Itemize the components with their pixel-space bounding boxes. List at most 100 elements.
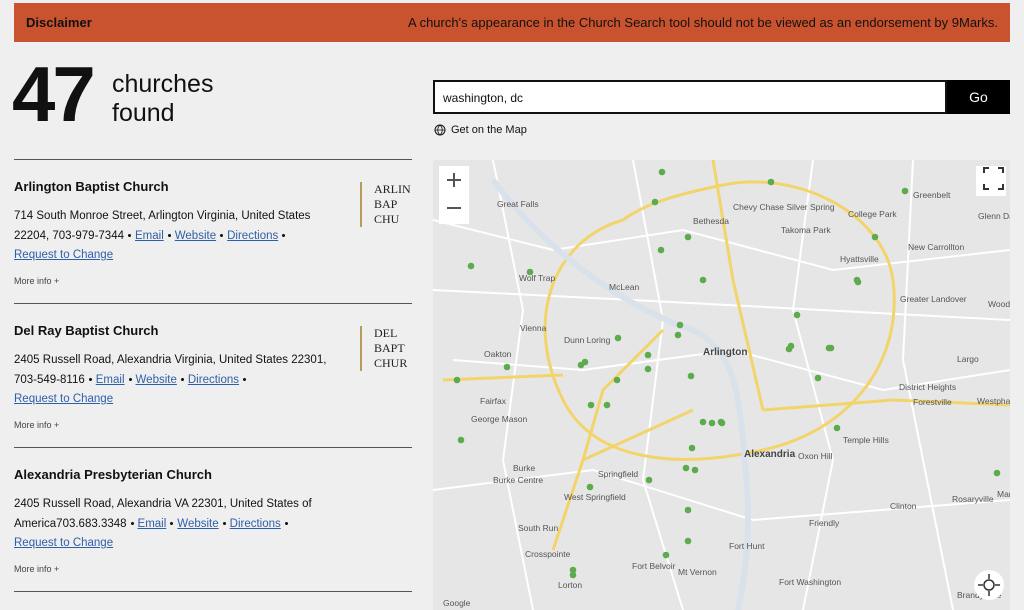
church-link[interactable]: Website: [174, 230, 217, 242]
result-count: 47: [12, 50, 96, 138]
church-marker[interactable]: [657, 246, 665, 254]
church-marker[interactable]: [526, 268, 534, 276]
disclaimer-message: A church's appearance in the Church Sear…: [408, 15, 998, 30]
separator: [88, 378, 92, 382]
more-info[interactable]: More info +: [14, 276, 60, 286]
fullscreen-button[interactable]: [976, 166, 1006, 196]
church-marker[interactable]: [614, 334, 622, 342]
church-marker[interactable]: [651, 198, 659, 206]
church-marker[interactable]: [644, 365, 652, 373]
church-marker[interactable]: [787, 342, 795, 350]
church-marker[interactable]: [833, 424, 841, 432]
church-marker[interactable]: [853, 276, 861, 284]
church-item: Alexandria Presbyterian Church 2405 Russe…: [14, 447, 412, 591]
church-marker[interactable]: [453, 376, 461, 384]
map-link[interactable]: Get on the Map: [434, 124, 527, 136]
separator: [282, 234, 286, 238]
church-link[interactable]: Directions: [227, 230, 279, 242]
church-marker[interactable]: [581, 358, 589, 366]
church-marker[interactable]: [569, 566, 577, 574]
church-marker[interactable]: [684, 506, 692, 514]
church-name: Arlington Baptist Church: [14, 179, 169, 194]
map-label: Forestville: [913, 397, 952, 407]
locate-button[interactable]: [974, 570, 1004, 600]
church-marker[interactable]: [569, 571, 577, 579]
map-label: Friendly: [809, 518, 840, 528]
church-marker[interactable]: [644, 351, 652, 359]
church-address: 2405 Russell Road, Alexandria Virginia, …: [14, 350, 412, 390]
map-label: Chevy Chase Silver Spring: [733, 202, 835, 212]
church-link[interactable]: Email: [95, 374, 125, 386]
map[interactable]: Great Falls Bethesda Chevy Chase Silver Sp…: [433, 160, 1010, 610]
church-link[interactable]: Email: [135, 230, 164, 242]
church-marker[interactable]: [682, 464, 690, 472]
logo-text: DEL: [374, 326, 398, 340]
church-address: 714 South Monroe Street, Arlington Virgi…: [14, 206, 412, 246]
church-link[interactable]: Email: [137, 518, 167, 530]
map-label: Vienna: [520, 323, 547, 333]
more-info[interactable]: More info +: [14, 420, 60, 430]
church-marker[interactable]: [993, 469, 1001, 477]
church-item: Del Ray Baptist Church 2405 Russell Road,…: [14, 303, 412, 447]
church-link[interactable]: Website: [135, 374, 177, 386]
address-text: America703.683.3348: [14, 518, 127, 530]
map-label: Fort Hunt: [729, 541, 765, 551]
church-marker[interactable]: [658, 168, 666, 176]
map-label: Westphalia: [977, 396, 1010, 406]
church-marker[interactable]: [645, 476, 653, 484]
map-label: Fairfax: [480, 396, 507, 406]
map-label: Great Falls: [497, 199, 539, 209]
church-marker[interactable]: [603, 401, 611, 409]
disclaimer-banner: Disclaimer A church's appearance in the …: [14, 3, 1010, 42]
church-marker[interactable]: [699, 276, 707, 284]
church-link[interactable]: Website: [177, 518, 219, 530]
map-label: Oakton: [484, 349, 512, 359]
address-line: 2405 Russell Road, Alexandria VA 22301, …: [14, 498, 312, 510]
separator: [130, 522, 134, 526]
church-marker[interactable]: [676, 321, 684, 329]
map-label: Alexandria: [744, 449, 796, 460]
church-marker[interactable]: [674, 331, 682, 339]
church-marker[interactable]: [586, 483, 594, 491]
map-label: Bethesda: [693, 216, 729, 226]
zoom-control[interactable]: [439, 166, 469, 224]
map-label: Greater Landover: [900, 294, 967, 304]
church-marker[interactable]: [662, 551, 670, 559]
request-change[interactable]: Request to Change: [14, 249, 114, 261]
request-change[interactable]: Request to Change: [14, 537, 114, 549]
church-marker[interactable]: [587, 401, 595, 409]
church-marker[interactable]: [901, 187, 909, 195]
church-marker[interactable]: [708, 419, 716, 427]
address-text: 703-549-8116: [14, 374, 85, 386]
request-change[interactable]: Request to Change: [14, 393, 114, 405]
church-link[interactable]: Directions: [187, 374, 240, 386]
church-marker[interactable]: [691, 466, 699, 474]
separator: [284, 522, 288, 526]
church-marker[interactable]: [718, 419, 726, 427]
church-marker[interactable]: [767, 178, 775, 186]
church-marker[interactable]: [688, 444, 696, 452]
search-input[interactable]: washington, dc: [433, 80, 947, 114]
more-info[interactable]: More info +: [14, 564, 60, 574]
go-button[interactable]: Go: [947, 80, 1010, 114]
church-marker[interactable]: [684, 233, 692, 241]
church-marker[interactable]: [814, 374, 822, 382]
map-label: Rosaryville: [952, 494, 994, 504]
map-label: McLean: [609, 282, 640, 292]
result-label: churches found: [112, 70, 213, 128]
church-marker[interactable]: [613, 376, 621, 384]
map-label: District Heights: [899, 382, 956, 392]
logo-text: CHU: [374, 212, 400, 226]
church-marker[interactable]: [871, 233, 879, 241]
church-marker[interactable]: [684, 537, 692, 545]
church-link[interactable]: Directions: [229, 518, 281, 530]
church-marker[interactable]: [687, 372, 695, 380]
church-marker[interactable]: [793, 311, 801, 319]
church-marker[interactable]: [825, 344, 833, 352]
church-marker[interactable]: [467, 262, 475, 270]
church-marker[interactable]: [503, 363, 511, 371]
church-marker[interactable]: [699, 418, 707, 426]
result-label-line: churches: [112, 70, 214, 98]
logo-text: BAPT: [374, 341, 405, 355]
church-marker[interactable]: [457, 436, 465, 444]
